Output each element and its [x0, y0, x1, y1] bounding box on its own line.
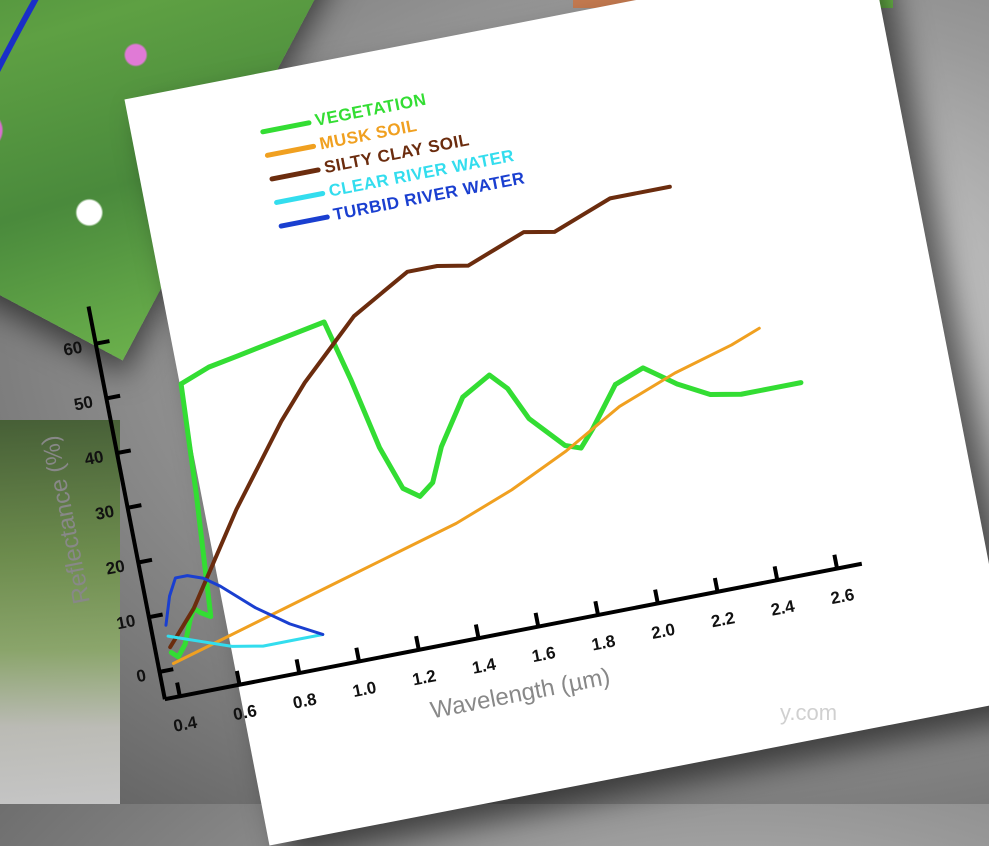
series-line-silty-clay-soil [168, 184, 672, 650]
y-tick [127, 503, 142, 510]
x-tick [593, 600, 601, 616]
x-tick-label: 0.4 [172, 713, 199, 736]
x-tick-label: 2.4 [769, 596, 796, 619]
plot-area: 0.4 0.6 0.8 1.0 1.2 1.4 1.6 1.8 2.0 2.2 2.4 2.6 0 10 2… [0, 109, 989, 810]
x-tick-label: 0.6 [232, 701, 259, 724]
x-tick [832, 554, 840, 569]
legend-swatch [264, 142, 317, 158]
x-tick-label: 1.6 [530, 643, 557, 666]
x-tick [414, 635, 421, 651]
y-tick [159, 667, 174, 674]
x-tick [473, 624, 481, 639]
series-line-musk-soil [171, 326, 761, 666]
x-tick [294, 658, 302, 674]
x-tick-label: 1.2 [411, 666, 438, 689]
x-tick-label: 2.2 [710, 608, 737, 631]
x-tick [175, 682, 182, 697]
x-tick [653, 589, 660, 604]
y-tick [116, 448, 132, 456]
y-tick-label: 10 [115, 611, 137, 633]
series-line-turbid-river-water [164, 574, 325, 636]
series-line-clear-river-water [166, 632, 325, 648]
x-tick [772, 566, 780, 581]
x-tick-label: 1.8 [590, 631, 617, 654]
y-tick-label: 0 [135, 666, 148, 686]
chart-svg: 0.4 0.6 0.8 1.0 1.2 1.4 1.6 1.8 2.0 2.2 2.4 2.6 0 10 2… [37, 184, 863, 736]
x-tick [234, 670, 242, 686]
x-tick-label: 2.6 [829, 585, 856, 608]
background-photo [0, 420, 120, 804]
x-axis [164, 561, 863, 702]
y-tick-label: 20 [104, 556, 126, 578]
y-tick [105, 393, 121, 401]
x-tick-label: 2.0 [650, 620, 677, 643]
y-tick [148, 612, 164, 620]
y-axis [86, 306, 167, 700]
legend-swatch [273, 190, 326, 205]
series-line-vegetation [168, 319, 804, 660]
watermark: y.com [780, 700, 838, 725]
y-tick-label: 60 [62, 338, 84, 360]
x-tick [712, 577, 720, 593]
x-tick-label: 1.0 [351, 678, 378, 701]
y-tick [137, 557, 153, 565]
y-tick [95, 339, 110, 346]
legend-swatch [268, 166, 321, 182]
y-tick-label: 50 [72, 392, 94, 414]
x-tick [533, 612, 541, 627]
x-tick [354, 647, 361, 662]
x-tick-label: 0.8 [291, 689, 318, 712]
y-tick-label: 40 [83, 447, 105, 469]
x-tick-label: 1.4 [471, 655, 498, 678]
legend-swatch [278, 213, 331, 229]
y-tick-label: 30 [94, 502, 116, 524]
legend-swatch [259, 119, 312, 135]
